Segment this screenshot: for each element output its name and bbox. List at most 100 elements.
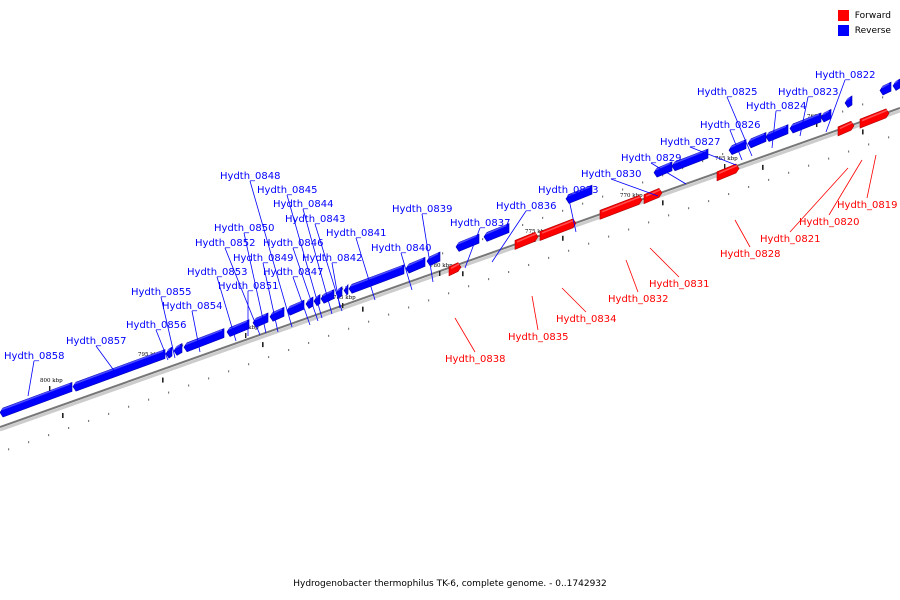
reverse-gene-block[interactable] (252, 312, 269, 328)
gene-block-highlight (673, 149, 707, 164)
minor-tick (688, 207, 690, 210)
reverse-gene-label[interactable]: Hydth_0836 (496, 201, 557, 212)
forward-gene-label[interactable]: Hydth_0832 (608, 294, 669, 305)
reverse-gene-leader (191, 310, 201, 353)
reverse-gene-label[interactable]: Hydth_0825 (697, 87, 758, 98)
reverse-gene-block[interactable] (165, 346, 173, 359)
reverse-gene-label[interactable]: Hydth_0856 (126, 320, 187, 331)
reverse-gene-label[interactable]: Hydth_0854 (162, 301, 223, 312)
reverse-gene-label[interactable]: Hydth_0858 (4, 351, 65, 362)
reverse-gene-leader (249, 180, 293, 328)
reverse-gene-label[interactable]: Hydth_0851 (218, 281, 279, 292)
reverse-gene-leader (726, 96, 753, 157)
reverse-gene-label[interactable]: Hydth_0844 (273, 199, 334, 210)
minor-tick (708, 200, 710, 203)
minor-tick (508, 271, 510, 274)
reverse-gene-label[interactable]: Hydth_0848 (220, 171, 281, 182)
forward-gene-label[interactable]: Hydth_0828 (720, 249, 781, 260)
minor-tick (682, 167, 684, 170)
gene-label-leaders (27, 79, 877, 397)
minor-tick (168, 391, 170, 394)
forward-gene-leader (649, 247, 680, 278)
forward-gene-block[interactable] (837, 120, 855, 137)
reverse-gene-label[interactable]: Hydth_0840 (371, 243, 432, 254)
minor-tick (268, 356, 270, 359)
forward-gene-block[interactable] (599, 195, 643, 220)
reverse-gene-label[interactable]: Hydth_0845 (257, 185, 318, 196)
minor-tick (622, 188, 624, 191)
reverse-gene-label[interactable]: Hydth_0826 (700, 120, 761, 131)
minor-tick (228, 370, 230, 373)
reverse-gene-label[interactable]: Hydth_0823 (778, 87, 839, 98)
reverse-gene-label[interactable]: Hydth_0841 (326, 228, 387, 239)
major-tick (762, 164, 764, 170)
reverse-gene-block[interactable] (305, 296, 314, 309)
minor-tick (748, 185, 750, 188)
reverse-gene-label[interactable]: Hydth_0847 (263, 267, 324, 278)
reverse-gene-label[interactable]: Hydth_0833 (538, 185, 599, 196)
reverse-gene-label[interactable]: Hydth_0843 (285, 214, 346, 225)
reverse-gene-label[interactable]: Hydth_0842 (302, 253, 363, 264)
forward-gene-label[interactable]: Hydth_0834 (556, 314, 617, 325)
reverse-gene-block[interactable] (72, 349, 166, 392)
kbp-label: 785 kbp (333, 295, 356, 301)
reverse-gene-block[interactable] (269, 306, 285, 322)
forward-gene-leader (531, 295, 539, 331)
reverse-gene-block[interactable] (844, 95, 853, 108)
gene-block-highlight (428, 252, 439, 259)
reverse-gene-label[interactable]: Hydth_0827 (660, 137, 721, 148)
reverse-gene-label[interactable]: Hydth_0849 (233, 253, 294, 264)
reverse-gene-leader (314, 223, 343, 312)
reverse-gene-block[interactable] (820, 108, 832, 123)
reverse-gene-leader (243, 232, 267, 334)
reverse-gene-block[interactable] (173, 342, 183, 356)
gene-block-highlight (791, 113, 820, 127)
forward-gene-block[interactable] (643, 187, 663, 205)
forward-gene-block[interactable] (514, 231, 539, 250)
reverse-gene-block[interactable] (0, 382, 73, 418)
minor-tick (828, 157, 830, 160)
forward-gene-label[interactable]: Hydth_0835 (508, 332, 569, 343)
reverse-gene-block[interactable] (343, 283, 349, 296)
forward-gene-block[interactable] (859, 108, 890, 129)
reverse-gene-leader (286, 194, 323, 319)
reverse-gene-block[interactable] (879, 81, 892, 96)
minor-tick (442, 252, 444, 255)
reverse-gene-label[interactable]: Hydth_0837 (450, 218, 511, 229)
reverse-gene-label[interactable]: Hydth_0852 (195, 238, 256, 249)
forward-gene-block[interactable] (716, 163, 740, 182)
forward-gene-leader (561, 287, 587, 313)
reverse-gene-label[interactable]: Hydth_0839 (392, 204, 453, 215)
forward-gene-label[interactable]: Hydth_0831 (649, 279, 710, 290)
forward-gene-block[interactable] (448, 262, 462, 277)
reverse-gene-block[interactable] (426, 251, 441, 267)
reverse-gene-label[interactable]: Hydth_0850 (214, 223, 275, 234)
minor-tick (188, 384, 190, 387)
forward-gene-label[interactable]: Hydth_0820 (799, 217, 860, 228)
reverse-gene-label[interactable]: Hydth_0830 (581, 169, 642, 180)
forward-gene-label[interactable]: Hydth_0838 (445, 354, 506, 365)
reverse-gene-label[interactable]: Hydth_0857 (66, 336, 127, 347)
reverse-gene-label[interactable]: Hydth_0822 (815, 70, 876, 81)
forward-gene-label[interactable]: Hydth_0819 (837, 200, 898, 211)
minor-tick (608, 235, 610, 238)
reverse-gene-label[interactable]: Hydth_0824 (746, 101, 807, 112)
gene-block-highlight (322, 290, 333, 297)
minor-tick (88, 419, 90, 422)
reverse-gene-label[interactable]: Hydth_0855 (131, 287, 192, 298)
gene-labels: Hydth_0822 Hydth_0823 Hydth_0824 Hydth_0825… (4, 70, 898, 365)
reverse-gene-block[interactable] (892, 78, 900, 91)
forward-gene-leader (789, 167, 849, 233)
kbp-label: 800 kbp (40, 378, 63, 384)
legend-forward-label: Forward (854, 10, 891, 21)
kbp-label: 770 kbp (620, 193, 643, 199)
minor-tick (648, 221, 650, 224)
forward-gene-label[interactable]: Hydth_0821 (760, 234, 821, 245)
minor-tick (208, 377, 210, 380)
reverse-gene-label[interactable]: Hydth_0853 (187, 267, 248, 278)
gene-block-highlight (288, 301, 303, 309)
kbp-tick (49, 386, 51, 391)
reverse-gene-label[interactable]: Hydth_0829 (621, 153, 682, 164)
reverse-gene-label[interactable]: Hydth_0846 (263, 238, 324, 249)
